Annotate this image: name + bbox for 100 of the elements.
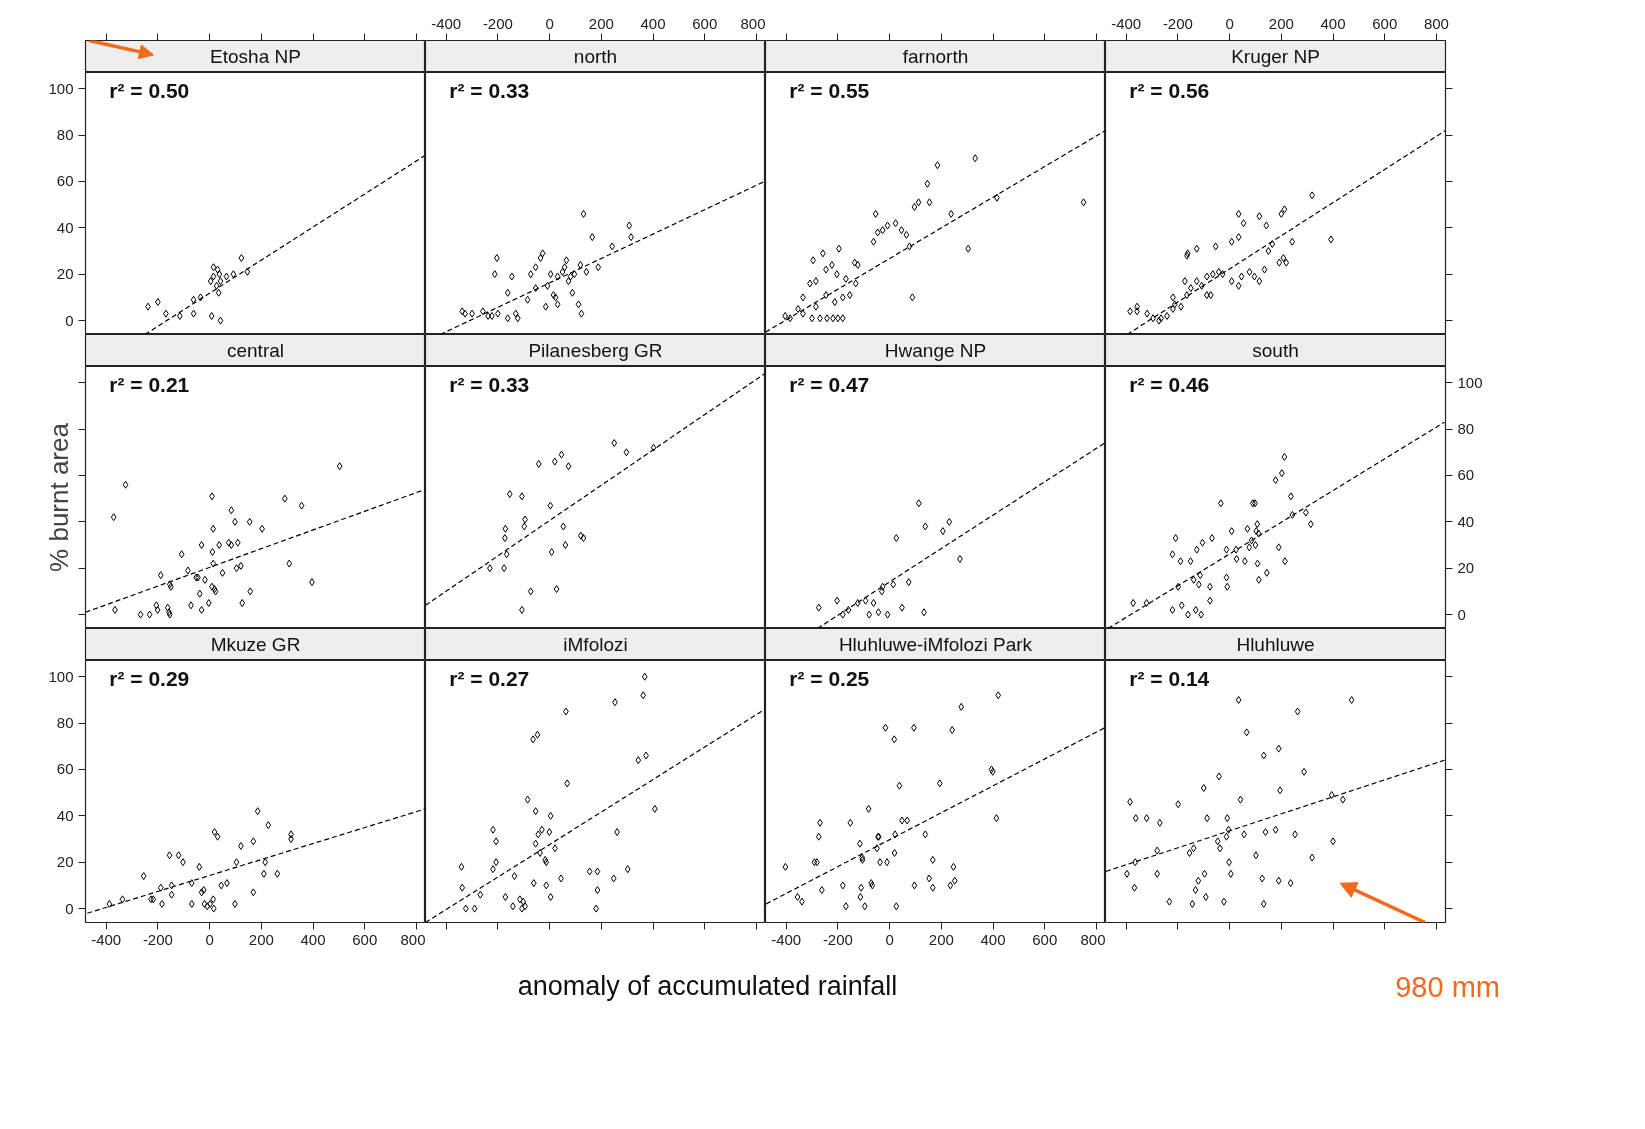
point: [1283, 258, 1290, 267]
point: [903, 230, 910, 239]
point: [254, 807, 261, 816]
point: [234, 538, 241, 547]
point: [1276, 258, 1283, 267]
point: [1275, 744, 1282, 753]
point: [972, 154, 979, 163]
point: [532, 807, 539, 816]
y-tick-label: 40: [1457, 512, 1475, 530]
x-tick-label: 200: [248, 930, 274, 948]
point: [544, 281, 551, 290]
point: [471, 904, 478, 913]
point: [1131, 883, 1138, 892]
point: [609, 242, 616, 251]
point: [459, 883, 466, 892]
point: [589, 233, 596, 242]
y-tick-label: 100: [48, 79, 74, 97]
point: [1192, 605, 1199, 614]
point: [210, 272, 217, 281]
point: [244, 267, 251, 276]
point: [650, 443, 657, 452]
chart-title: Hluhluwe-iMfolozi Park: [838, 634, 1033, 655]
point: [336, 462, 343, 471]
point: [542, 302, 549, 311]
point: [906, 242, 913, 251]
point: [1280, 253, 1287, 262]
point: [1212, 242, 1219, 251]
point: [154, 605, 161, 614]
point: [1259, 874, 1266, 883]
point: [934, 161, 941, 170]
chart-title: Hwange NP: [884, 340, 987, 361]
point: [610, 874, 617, 883]
point: [595, 263, 602, 272]
point: [874, 228, 881, 237]
y-tick-label: 60: [1457, 466, 1475, 484]
x-tick-label: -200: [142, 930, 173, 948]
point: [477, 890, 484, 899]
point: [1252, 541, 1259, 550]
point: [168, 890, 175, 899]
point: [210, 263, 217, 272]
point: [502, 893, 509, 901]
point: [535, 830, 542, 839]
point: [558, 450, 565, 459]
point: [1198, 281, 1205, 290]
point: [1255, 575, 1262, 584]
point: [926, 198, 933, 207]
point: [1269, 240, 1276, 249]
point: [870, 237, 877, 246]
x-tick-label: 0: [545, 14, 554, 32]
point: [219, 568, 226, 577]
chart-title: Pilanesberg GR: [528, 340, 663, 361]
point: [1246, 267, 1253, 276]
point: [1189, 899, 1196, 908]
point: [502, 524, 509, 533]
point: [1193, 545, 1200, 554]
point: [547, 893, 554, 901]
point: [1254, 559, 1261, 568]
point: [911, 202, 918, 211]
point: [951, 876, 958, 885]
point: [1235, 281, 1242, 290]
point: [993, 814, 1000, 823]
point: [547, 270, 554, 279]
point: [565, 277, 572, 286]
point: [564, 779, 571, 788]
point: [175, 851, 182, 860]
point: [524, 295, 531, 304]
point: [1192, 886, 1199, 895]
annotation: r² = 0.14: [1129, 667, 1210, 691]
point: [1251, 272, 1258, 281]
point: [891, 848, 898, 857]
point: [862, 596, 869, 605]
point: [524, 795, 531, 804]
point: [1237, 795, 1244, 804]
point: [521, 522, 528, 531]
chart-title: south: [1252, 340, 1299, 361]
point: [1223, 545, 1230, 554]
point: [594, 867, 601, 876]
point: [535, 459, 542, 468]
point: [157, 883, 164, 892]
point: [965, 244, 972, 253]
chart-title: Kruger NP: [1231, 46, 1320, 67]
point: [1200, 784, 1207, 793]
point: [794, 893, 801, 901]
point: [1143, 599, 1150, 607]
point: [542, 855, 549, 864]
point: [1080, 198, 1087, 207]
point: [157, 571, 164, 580]
point: [547, 811, 554, 820]
point: [551, 457, 558, 466]
point: [915, 198, 922, 207]
point: [196, 589, 203, 598]
point: [1256, 212, 1263, 221]
point: [879, 582, 886, 591]
point: [153, 601, 160, 610]
point: [1169, 605, 1176, 614]
point: [580, 209, 587, 218]
point: [882, 723, 889, 732]
point: [1225, 825, 1232, 834]
point: [892, 219, 899, 228]
point: [922, 830, 929, 839]
